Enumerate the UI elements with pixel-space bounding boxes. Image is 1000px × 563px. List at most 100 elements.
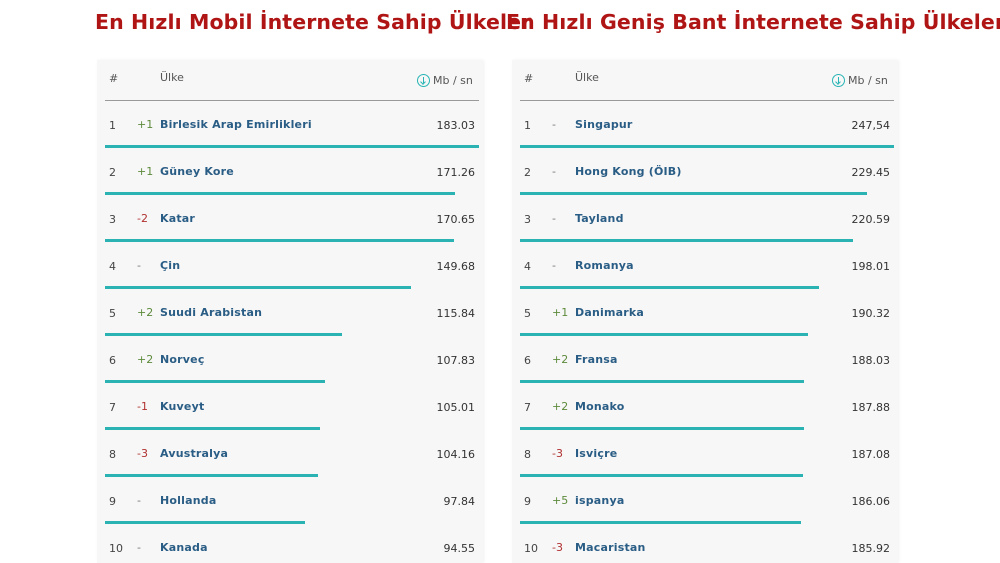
rank-cell: 1	[524, 119, 531, 132]
country-link[interactable]: Tayland	[575, 212, 624, 225]
table-row[interactable]: 7 -1 Kuveyt 105.01	[97, 383, 483, 430]
rank-cell: 9	[109, 495, 116, 508]
table-row[interactable]: 9 - Hollanda 97.84	[97, 477, 483, 524]
table-row[interactable]: 7 +2 Monako 187.88	[512, 383, 898, 430]
rank-change: -3	[137, 447, 148, 460]
table-rows: 1 +1 Birlesik Arap Emirlikleri 183.03 2 +1 Gün…	[97, 101, 483, 563]
country-link[interactable]: Danimarka	[575, 306, 645, 319]
speed-column-header[interactable]: Mb / sn	[417, 74, 473, 87]
speed-column-header[interactable]: Mb / sn	[832, 74, 888, 87]
country-link[interactable]: Norveç	[160, 353, 205, 366]
rank-change: -2	[137, 212, 148, 225]
speed-bar	[520, 380, 804, 383]
country-link[interactable]: Katar	[160, 212, 196, 225]
speed-bar	[105, 521, 305, 524]
unit-label: Mb / sn	[433, 74, 473, 87]
table-row[interactable]: 8 -3 Isviçre 187.08	[512, 430, 898, 477]
speed-value: 171.26	[436, 166, 476, 179]
speed-bar	[520, 521, 801, 524]
table-row[interactable]: 3 - Tayland 220.59	[512, 195, 898, 242]
country-link[interactable]: Macaristan	[575, 541, 646, 554]
speed-bar	[520, 333, 808, 336]
country-link[interactable]: Kuveyt	[160, 400, 205, 413]
country-link[interactable]: Avustralya	[160, 447, 229, 460]
rank-change: -	[552, 118, 556, 131]
speed-bar	[520, 145, 894, 148]
country-link[interactable]: Çin	[160, 259, 181, 272]
country-link[interactable]: Romanya	[575, 259, 634, 272]
country-link[interactable]: Isviçre	[575, 447, 618, 460]
table-row[interactable]: 2 - Hong Kong (ÖIB) 229.45	[512, 148, 898, 195]
header-divider	[105, 100, 479, 101]
speed-value: 198.01	[851, 260, 891, 273]
speed-bar	[105, 192, 455, 195]
table-header: # Ülke Mb / sn	[97, 60, 483, 100]
speed-value: 105.01	[436, 401, 476, 414]
table-row[interactable]: 5 +2 Suudi Arabistan 115.84	[97, 289, 483, 336]
arrow-down-circle-icon[interactable]	[417, 74, 430, 87]
speed-bar	[105, 239, 454, 242]
rank-cell: 8	[524, 448, 531, 461]
country-link[interactable]: Suudi Arabistan	[160, 306, 263, 319]
rank-cell: 6	[109, 354, 116, 367]
table-rows: 1 - Singapur 247,54 2 - Hong Kong (ÖIB) 229.45 3…	[512, 101, 898, 563]
country-link[interactable]: Birlesik Arap Emirlikleri	[160, 118, 312, 131]
rank-change: +1	[137, 118, 154, 131]
table-row[interactable]: 1 - Singapur 247,54	[512, 101, 898, 148]
header-divider	[520, 100, 894, 101]
country-link[interactable]: Singapur	[575, 118, 633, 131]
country-link[interactable]: Güney Kore	[160, 165, 234, 178]
speed-bar	[105, 333, 342, 336]
speed-value: 183.03	[436, 119, 476, 132]
table-row[interactable]: 1 +1 Birlesik Arap Emirlikleri 183.03	[97, 101, 483, 148]
speed-bar	[520, 427, 804, 430]
unit-label: Mb / sn	[848, 74, 888, 87]
broadband-speed-table: # Ülke Mb / sn 1 - Singapur 247,54 2 - Hong Ko…	[512, 60, 898, 563]
country-link[interactable]: Kanada	[160, 541, 208, 554]
table-row[interactable]: 2 +1 Güney Kore 171.26	[97, 148, 483, 195]
rank-cell: 8	[109, 448, 116, 461]
rank-cell: 6	[524, 354, 531, 367]
rank-cell: 3	[524, 213, 531, 226]
table-row[interactable]: 6 +2 Norveç 107.83	[97, 336, 483, 383]
country-link[interactable]: Monako	[575, 400, 625, 413]
rank-change: +1	[137, 165, 154, 178]
table-row[interactable]: 9 +5 ispanya 186.06	[512, 477, 898, 524]
broadband-chart-title: En Hızlı Geniş Bant İnternete Sahip Ülke…	[506, 10, 1000, 34]
mobile-speed-table: # Ülke Mb / sn 1 +1 Birlesik Arap Emirlikl…	[97, 60, 483, 563]
speed-value: 186.06	[851, 495, 891, 508]
rank-change: +2	[137, 353, 154, 366]
mobile-chart-title: En Hızlı Mobil İnternete Sahip Ülkeler	[95, 10, 532, 34]
speed-bar	[105, 474, 318, 477]
rank-cell: 7	[109, 401, 116, 414]
country-column-header[interactable]: Ülke	[575, 71, 599, 84]
table-row[interactable]: 3 -2 Katar 170.65	[97, 195, 483, 242]
table-row[interactable]: 8 -3 Avustralya 104.16	[97, 430, 483, 477]
rank-change: -	[552, 212, 556, 225]
country-column-header[interactable]: Ülke	[160, 71, 184, 84]
arrow-down-circle-icon[interactable]	[832, 74, 845, 87]
country-link[interactable]: Fransa	[575, 353, 618, 366]
country-link[interactable]: Hong Kong (ÖIB)	[575, 165, 682, 178]
rank-change: -	[137, 494, 141, 507]
speed-bar	[105, 145, 479, 148]
country-link[interactable]: Hollanda	[160, 494, 217, 507]
speed-bar	[105, 286, 411, 289]
table-row[interactable]: 10 -3 Macaristan 185.92	[512, 524, 898, 563]
rank-change: +2	[137, 306, 154, 319]
speed-value: 149.68	[436, 260, 476, 273]
table-row[interactable]: 4 - Romanya 198.01	[512, 242, 898, 289]
table-row[interactable]: 6 +2 Fransa 188.03	[512, 336, 898, 383]
rank-change: -	[552, 259, 556, 272]
rank-cell: 5	[109, 307, 116, 320]
rank-change: -3	[552, 541, 563, 554]
speed-bar	[520, 286, 819, 289]
rank-cell: 7	[524, 401, 531, 414]
table-row[interactable]: 4 - Çin 149.68	[97, 242, 483, 289]
table-row[interactable]: 5 +1 Danimarka 190.32	[512, 289, 898, 336]
speed-value: 170.65	[436, 213, 476, 226]
country-link[interactable]: ispanya	[575, 494, 625, 507]
table-row[interactable]: 10 - Kanada 94.55	[97, 524, 483, 563]
rank-cell: 2	[524, 166, 531, 179]
speed-value: 187.08	[851, 448, 891, 461]
